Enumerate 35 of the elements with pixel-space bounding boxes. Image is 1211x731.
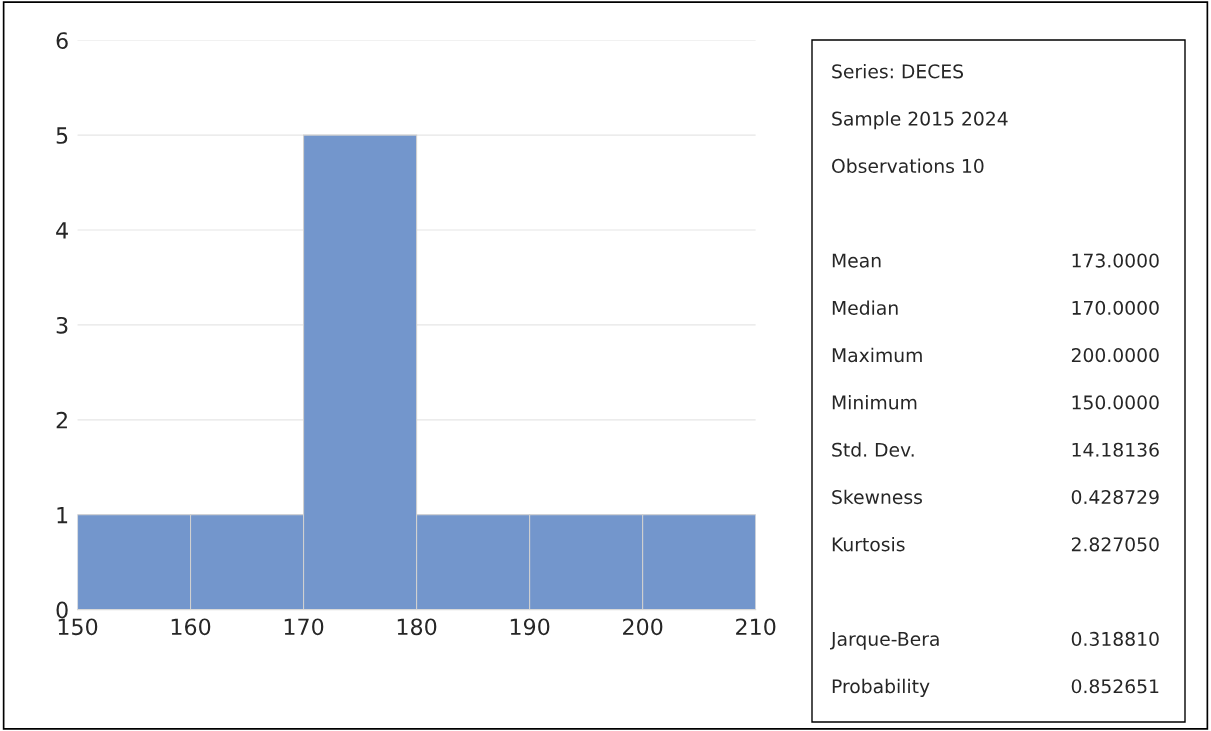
x-tick-label: 160 bbox=[171, 618, 211, 636]
text: Maximum bbox=[832, 347, 922, 363]
y-tick-label: 5 bbox=[56, 127, 68, 144]
text: 0.428729 bbox=[1071, 489, 1159, 505]
text: 170.0000 bbox=[1072, 300, 1159, 315]
text: 0.852651 bbox=[1071, 679, 1159, 694]
y-tick-label: 0 bbox=[56, 601, 68, 619]
text: 0.318810 bbox=[1071, 631, 1159, 647]
x-tick-label: 150 bbox=[58, 618, 98, 636]
x-tick-label: 200 bbox=[623, 618, 663, 636]
text: Minimum bbox=[832, 395, 917, 410]
x-tick-label: 170 bbox=[284, 618, 324, 636]
y-tick-label: 1 bbox=[57, 506, 68, 524]
text: Jarque-Bera bbox=[830, 632, 939, 650]
text: 14.18136 bbox=[1072, 442, 1159, 457]
text: 200.0000 bbox=[1071, 348, 1159, 363]
y-tick-label: 2 bbox=[56, 411, 67, 429]
text: 173.0000 bbox=[1072, 253, 1159, 268]
text: Observations 10 bbox=[832, 158, 984, 174]
text: Sample 2015 2024 bbox=[832, 111, 1008, 130]
text: 150.0000 bbox=[1072, 395, 1159, 410]
x-tick-label: 190 bbox=[510, 618, 550, 636]
text: Kurtosis bbox=[832, 536, 905, 552]
text: Probability bbox=[832, 678, 930, 697]
text: Std. Dev. bbox=[832, 442, 914, 457]
x-tick-label: 180 bbox=[397, 618, 437, 636]
text: Skewness bbox=[832, 489, 922, 505]
y-tick-label: 6 bbox=[56, 32, 68, 49]
x-tick-label: 210 bbox=[736, 618, 776, 636]
text: Median bbox=[832, 300, 898, 315]
text: Mean bbox=[832, 253, 881, 268]
text: Series: DECES bbox=[832, 63, 964, 79]
y-tick-label: 3 bbox=[56, 316, 68, 334]
text: 2.827050 bbox=[1071, 537, 1159, 552]
y-tick-label: 4 bbox=[56, 222, 68, 239]
